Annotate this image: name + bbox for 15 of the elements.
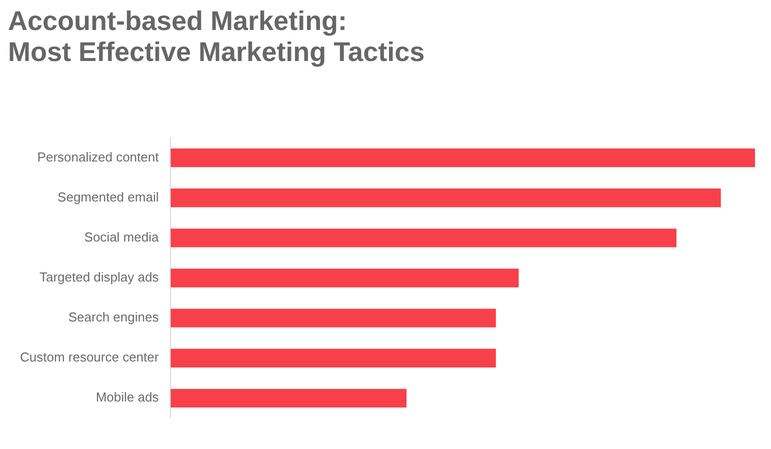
y-tick-label: Segmented email — [58, 189, 159, 204]
y-tick-label: Mobile ads — [96, 390, 160, 405]
bar — [170, 148, 755, 168]
y-tick-label: Personalized content — [37, 149, 160, 164]
y-tick-label: Social media — [84, 230, 160, 245]
bar — [170, 268, 519, 288]
bar — [170, 388, 407, 408]
y-tick-label: Custom resource center — [20, 350, 160, 365]
chart-title: Account-based Marketing: Most Effective Marketing Tactics — [8, 6, 426, 68]
bar — [170, 228, 676, 248]
bar — [170, 188, 721, 208]
y-tick-label: Search engines — [68, 310, 160, 325]
bar — [170, 348, 496, 368]
bar — [170, 308, 496, 328]
y-tick-label: Targeted display ads — [39, 270, 160, 285]
